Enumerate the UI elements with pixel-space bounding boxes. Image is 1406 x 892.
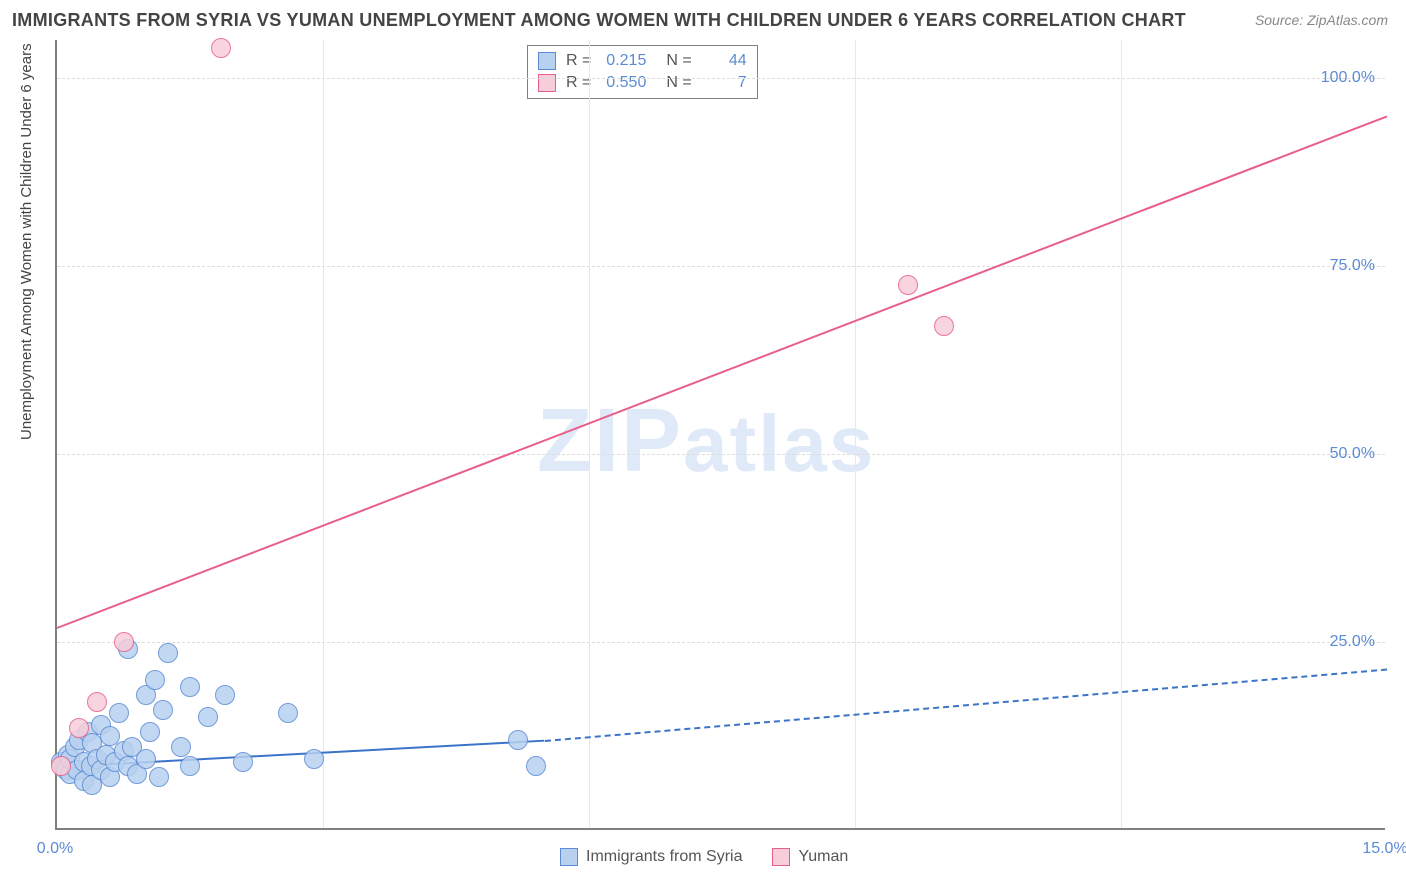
- trend-line: [545, 668, 1388, 741]
- data-point: [934, 316, 954, 336]
- data-point: [51, 756, 71, 776]
- legend-item: Immigrants from Syria: [560, 848, 742, 866]
- data-point: [898, 275, 918, 295]
- gridline-v: [323, 40, 324, 828]
- data-point: [180, 756, 200, 776]
- legend-swatch: [538, 52, 556, 70]
- data-point: [233, 752, 253, 772]
- ytick-label: 100.0%: [1321, 69, 1375, 87]
- legend-r-label: R =: [566, 52, 591, 70]
- data-point: [114, 632, 134, 652]
- data-point: [211, 38, 231, 58]
- ytick-label: 75.0%: [1330, 257, 1375, 275]
- data-point: [149, 767, 169, 787]
- watermark: ZIPatlas: [537, 390, 875, 493]
- legend-n-label: N =: [666, 52, 691, 70]
- gridline-v: [589, 40, 590, 828]
- ytick-label: 25.0%: [1330, 633, 1375, 651]
- data-point: [109, 703, 129, 723]
- data-point: [215, 685, 235, 705]
- data-point: [304, 749, 324, 769]
- data-point: [153, 700, 173, 720]
- data-point: [180, 677, 200, 697]
- gridline-h: [57, 266, 1385, 267]
- data-point: [136, 749, 156, 769]
- legend-row: R =0.550N =7: [538, 72, 747, 94]
- plot-area: ZIPatlas R = 0.215 N = 44 R =0.550N =7 25.0%…: [55, 40, 1385, 830]
- data-point: [158, 643, 178, 663]
- data-point: [171, 737, 191, 757]
- gridline-v: [855, 40, 856, 828]
- legend-label: Immigrants from Syria: [586, 848, 742, 866]
- data-point: [526, 756, 546, 776]
- data-point: [145, 670, 165, 690]
- chart-title: IMMIGRANTS FROM SYRIA VS YUMAN UNEMPLOYM…: [12, 10, 1186, 31]
- data-point: [69, 718, 89, 738]
- gridline-h: [57, 78, 1385, 79]
- gridline-h: [57, 454, 1385, 455]
- ytick-label: 50.0%: [1330, 445, 1375, 463]
- data-point: [140, 722, 160, 742]
- legend-swatch: [560, 848, 578, 866]
- gridline-h: [57, 642, 1385, 643]
- trend-line: [57, 115, 1388, 628]
- xtick-label: 0.0%: [37, 840, 73, 858]
- legend-swatch: [772, 848, 790, 866]
- data-point: [508, 730, 528, 750]
- xtick-label: 15.0%: [1362, 840, 1406, 858]
- legend-row: R = 0.215 N = 44: [538, 50, 747, 72]
- correlation-legend: R = 0.215 N = 44 R =0.550N =7: [527, 45, 758, 99]
- legend-label: Yuman: [798, 848, 848, 866]
- data-point: [278, 703, 298, 723]
- series-legend: Immigrants from Syria Yuman: [560, 848, 848, 866]
- source-label: Source: ZipAtlas.com: [1255, 12, 1388, 28]
- gridline-v: [1121, 40, 1122, 828]
- data-point: [198, 707, 218, 727]
- y-axis-label: Unemployment Among Women with Children U…: [18, 43, 35, 440]
- legend-item: Yuman: [772, 848, 848, 866]
- legend-r-value: 0.215: [601, 52, 646, 70]
- legend-n-value: 44: [702, 52, 747, 70]
- data-point: [87, 692, 107, 712]
